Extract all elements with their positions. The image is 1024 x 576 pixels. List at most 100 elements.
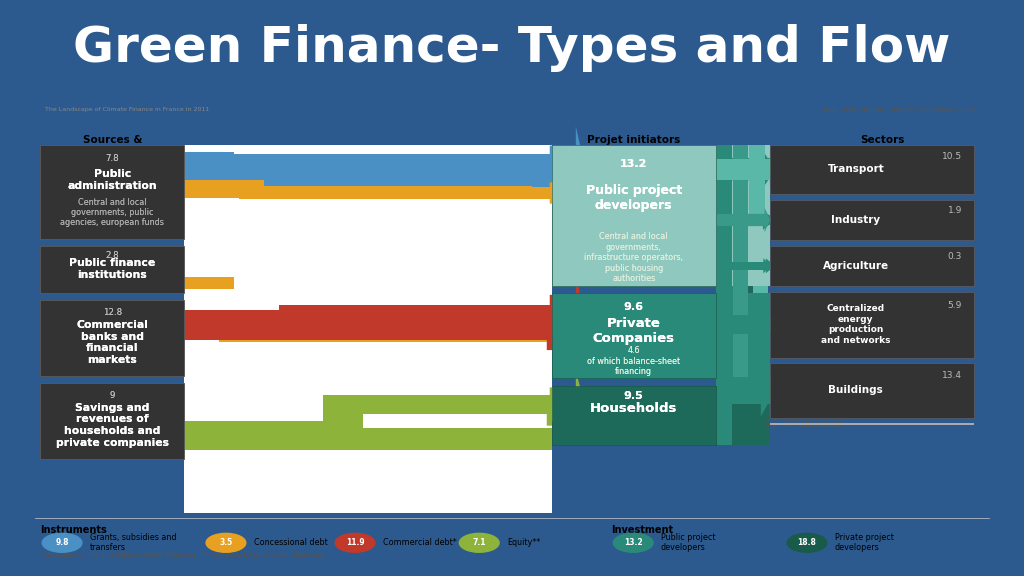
Text: Private
Companies: Private Companies — [593, 317, 675, 345]
Bar — [770, 145, 974, 194]
Bar — [750, 145, 765, 215]
Text: Public
administration: Public administration — [68, 169, 157, 191]
Bar — [189, 151, 233, 175]
Polygon shape — [753, 306, 770, 343]
Bar — [324, 395, 364, 440]
Bar — [552, 293, 716, 378]
Text: The Landscape of Climate Finance in France in 2011: The Landscape of Climate Finance in Fran… — [45, 107, 209, 112]
Bar — [40, 246, 184, 293]
Bar — [552, 385, 716, 445]
Bar — [184, 312, 552, 340]
Bar — [716, 385, 770, 445]
Bar — [716, 145, 735, 445]
Text: Central and local
governments, public
agencies, european funds: Central and local governments, public ag… — [60, 198, 164, 228]
Text: 18.8: 18.8 — [798, 539, 816, 547]
Text: 13.2: 13.2 — [620, 159, 647, 169]
Text: 9.8: 9.8 — [55, 539, 69, 547]
Polygon shape — [718, 210, 775, 230]
Circle shape — [335, 533, 375, 552]
Polygon shape — [547, 165, 593, 208]
Text: 3.5: 3.5 — [219, 539, 232, 547]
Text: Grants, subsidies and
transfers: Grants, subsidies and transfers — [90, 533, 176, 552]
Text: * including bonds and balance-sheet financing - ** including balance-sheet finan: * including bonds and balance-sheet fina… — [40, 552, 325, 558]
Text: 9.6: 9.6 — [624, 302, 644, 312]
Text: Public
administration: Public administration — [68, 169, 157, 191]
Bar — [716, 315, 756, 334]
Text: Households: Households — [590, 402, 677, 415]
Bar — [184, 145, 552, 513]
Text: 13.4: 13.4 — [942, 372, 962, 381]
Polygon shape — [718, 258, 775, 273]
Bar — [770, 200, 974, 240]
Polygon shape — [767, 364, 770, 417]
Text: 2.8: 2.8 — [105, 251, 119, 260]
Bar — [716, 293, 770, 378]
Text: Agriculture: Agriculture — [822, 261, 889, 271]
Text: 12.8: 12.8 — [102, 308, 122, 317]
Bar — [40, 301, 184, 376]
Polygon shape — [550, 370, 585, 438]
Text: 9.5: 9.5 — [624, 392, 643, 401]
Text: 4.6
of which balance-sheet
financing: 4.6 of which balance-sheet financing — [587, 346, 680, 376]
Text: I4CE - Institute for Climate Economics (2016): I4CE - Institute for Climate Economics (… — [821, 107, 979, 113]
Bar — [189, 154, 596, 175]
Text: Industry: Industry — [831, 215, 881, 225]
Text: Households: Households — [590, 402, 677, 415]
Polygon shape — [742, 258, 770, 274]
Text: 9.5: 9.5 — [624, 392, 643, 401]
Bar — [716, 317, 775, 332]
Bar — [770, 291, 974, 358]
Text: Savings and
revenues of
households and
private companies: Savings and revenues of households and p… — [55, 403, 169, 448]
Text: Central and local
governments,
infrastructure operators,
public housing
authorit: Central and local governments, infrastru… — [584, 233, 683, 283]
Bar — [40, 301, 184, 376]
Text: Private
Companies: Private Companies — [593, 317, 675, 345]
Circle shape — [460, 533, 499, 552]
Bar — [184, 429, 552, 450]
Polygon shape — [550, 271, 585, 365]
Bar — [716, 262, 745, 270]
Text: Public project
developers: Public project developers — [662, 533, 716, 552]
Bar — [716, 377, 775, 403]
Text: Public project
developers: Public project developers — [586, 184, 682, 213]
Text: 0.3: 0.3 — [947, 252, 962, 261]
Bar — [219, 330, 552, 342]
Bar — [279, 305, 606, 331]
Bar — [40, 383, 184, 458]
Text: 7.8: 7.8 — [105, 154, 119, 163]
Text: 9.6: 9.6 — [624, 302, 644, 312]
Bar — [239, 180, 264, 199]
Bar — [184, 186, 531, 198]
Bar — [770, 363, 974, 418]
Polygon shape — [547, 308, 593, 364]
Text: 1.9: 1.9 — [947, 206, 962, 215]
Bar — [732, 145, 749, 378]
Text: Public finance
institutions: Public finance institutions — [69, 259, 156, 280]
Bar — [754, 145, 768, 418]
Text: 2.8: 2.8 — [105, 251, 119, 260]
Bar — [716, 215, 775, 225]
Text: Investment: Investment — [611, 525, 674, 535]
Bar — [770, 246, 974, 286]
Bar — [184, 277, 233, 289]
Circle shape — [42, 533, 82, 552]
Bar — [770, 423, 974, 425]
Bar — [324, 395, 592, 414]
Polygon shape — [748, 208, 770, 232]
Bar — [552, 293, 716, 378]
Text: 7.8: 7.8 — [105, 154, 119, 163]
Bar — [40, 145, 184, 239]
Text: 7.1: 7.1 — [472, 539, 486, 547]
Bar — [184, 180, 264, 192]
Text: Concessional debt: Concessional debt — [254, 539, 328, 547]
Bar — [184, 151, 233, 173]
Text: 13.2: 13.2 — [620, 159, 647, 169]
Polygon shape — [718, 147, 775, 191]
Bar — [40, 145, 184, 239]
Text: Central and local
governments,
infrastructure operators,
public housing
authorit: Central and local governments, infrastru… — [584, 233, 683, 283]
Text: 10.5: 10.5 — [942, 152, 962, 161]
Text: Sources &
intermediaries: Sources & intermediaries — [69, 135, 156, 157]
Text: Equity**: Equity** — [507, 539, 541, 547]
Bar — [40, 246, 184, 293]
Bar — [716, 159, 770, 180]
Bar — [716, 158, 775, 180]
